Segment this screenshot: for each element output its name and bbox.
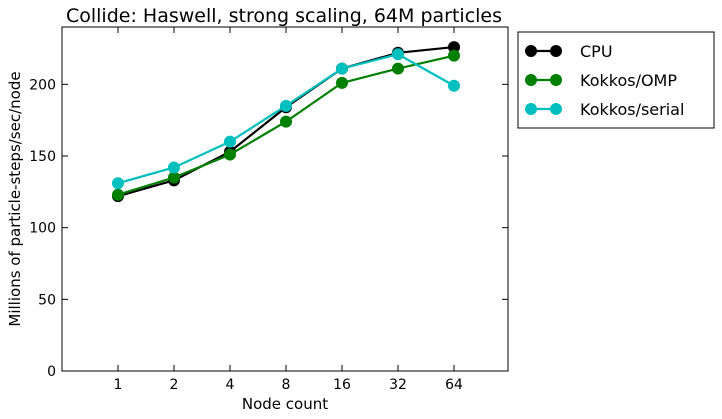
series-layer	[112, 41, 460, 203]
y-tick-label: 150	[29, 149, 56, 165]
data-point-kokkos-omp	[448, 49, 460, 62]
x-axis: 1 2 4 8 16 32 64	[114, 27, 463, 393]
legend-marker-kokkos-omp	[550, 74, 562, 86]
x-tick-label: 64	[445, 377, 463, 393]
legend-marker-cpu	[550, 45, 562, 57]
legend-marker-kokkos-serial	[525, 103, 537, 115]
y-tick-label: 100	[29, 221, 56, 237]
x-tick-label: 8	[282, 377, 291, 393]
data-point-kokkos-serial	[224, 135, 236, 148]
y-axis-label: Millions of particle-steps/sec/node	[6, 71, 24, 326]
data-point-kokkos-omp	[336, 76, 348, 89]
data-point-kokkos-omp	[112, 188, 124, 201]
x-tick-label: 2	[170, 377, 179, 393]
plot-area	[61, 26, 509, 372]
y-tick-label: 50	[38, 292, 56, 308]
legend-label-kokkos-serial: Kokkos/serial	[580, 100, 684, 119]
x-tick-label: 16	[333, 377, 351, 393]
data-point-kokkos-serial	[168, 161, 180, 174]
y-tick-label: 200	[29, 77, 56, 93]
data-point-kokkos-serial	[448, 79, 460, 92]
legend-label-kokkos-omp: Kokkos/OMP	[580, 71, 677, 90]
data-point-kokkos-serial	[336, 62, 348, 75]
y-tick-label: 0	[47, 364, 56, 380]
data-point-kokkos-omp	[280, 115, 292, 128]
legend-marker-kokkos-omp	[525, 74, 537, 86]
legend: CPU Kokkos/OMP Kokkos/serial	[517, 31, 715, 129]
y-axis: 0 50 100 150 200	[29, 77, 508, 380]
chart-title: Collide: Haswell, strong scaling, 64M pa…	[66, 5, 502, 27]
data-point-kokkos-omp	[392, 62, 404, 75]
legend-label-cpu: CPU	[580, 42, 613, 61]
x-axis-label: Node count	[242, 395, 328, 413]
data-point-kokkos-serial	[392, 48, 404, 61]
data-point-kokkos-serial	[112, 177, 124, 190]
legend-marker-kokkos-serial	[550, 103, 562, 115]
data-point-kokkos-serial	[280, 99, 292, 112]
data-point-kokkos-omp	[168, 171, 180, 184]
x-tick-label: 4	[226, 377, 235, 393]
x-tick-label: 1	[114, 377, 123, 393]
data-point-kokkos-omp	[224, 148, 236, 161]
legend-marker-cpu	[525, 45, 537, 57]
x-tick-label: 32	[389, 377, 407, 393]
